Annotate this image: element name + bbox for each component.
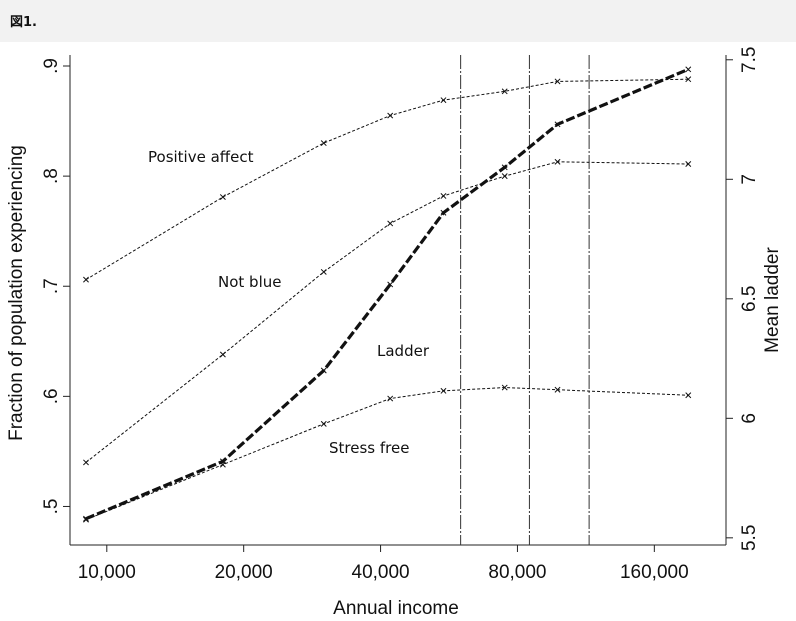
plot-frame bbox=[69, 55, 727, 546]
point-marker-stroke bbox=[554, 121, 561, 128]
data-point-stress-free bbox=[320, 420, 327, 427]
x-tick-label: 40,000 bbox=[352, 562, 410, 583]
data-point-not-blue bbox=[83, 459, 89, 466]
y-axis-right-title: Mean ladder bbox=[762, 247, 783, 353]
point-marker-stroke bbox=[685, 76, 692, 83]
figure-header: 図1. bbox=[0, 0, 796, 42]
data-point-ladder bbox=[83, 515, 89, 522]
data-point-positive-affect bbox=[83, 276, 89, 283]
data-point-ladder bbox=[685, 66, 692, 73]
point-marker-stroke bbox=[554, 78, 561, 85]
data-point-ladder bbox=[320, 367, 327, 374]
data-point-ladder bbox=[501, 164, 508, 171]
point-marker-stroke bbox=[501, 88, 508, 95]
series-label-positive-affect: Positive affect bbox=[148, 148, 254, 166]
data-point-stress-free bbox=[501, 384, 508, 391]
data-point-positive-affect bbox=[554, 78, 561, 85]
point-marker-stroke bbox=[501, 164, 508, 171]
y-right-tick-label: 6 bbox=[739, 413, 760, 424]
point-marker-stroke bbox=[83, 276, 89, 283]
chart-labels: Annual income Fraction of population exp… bbox=[6, 145, 783, 619]
data-point-stress-free bbox=[440, 387, 447, 394]
data-point-positive-affect bbox=[320, 140, 327, 147]
data-point-not-blue bbox=[501, 173, 508, 180]
y-left-tick-label: .9 bbox=[41, 58, 62, 74]
point-marker-stroke bbox=[387, 112, 394, 119]
point-marker-stroke bbox=[440, 209, 447, 216]
point-marker-stroke bbox=[320, 420, 327, 427]
point-marker-stroke bbox=[387, 281, 394, 288]
figure-title: 図1. bbox=[10, 15, 37, 30]
series-line-not-blue bbox=[85, 161, 689, 463]
point-marker-stroke bbox=[501, 173, 508, 180]
point-marker-stroke bbox=[83, 459, 89, 466]
y-left-tick-label: .6 bbox=[41, 388, 62, 404]
data-point-ladder bbox=[554, 121, 561, 128]
point-marker-stroke bbox=[501, 384, 508, 391]
point-marker-stroke bbox=[387, 395, 394, 402]
axis-ticks: 10,000 20,000 40,000 80,000 160,000 .5 .6 .7 .8.… bbox=[41, 47, 760, 583]
series-label-not-blue: Not blue bbox=[218, 273, 281, 291]
series-line-ladder bbox=[85, 67, 689, 521]
point-marker-stroke bbox=[440, 387, 447, 394]
data-point-not-blue bbox=[219, 351, 226, 358]
x-tick-label: 10,000 bbox=[78, 562, 136, 583]
y-left-tick-label: .7 bbox=[41, 278, 62, 294]
point-marker-stroke bbox=[320, 140, 327, 147]
point-marker-stroke bbox=[685, 161, 692, 167]
series-line-stress-free bbox=[85, 387, 689, 521]
y-right-tick-label: 6.5 bbox=[739, 286, 760, 312]
data-point-positive-affect bbox=[685, 76, 692, 83]
data-point-stress-free bbox=[387, 395, 394, 402]
point-marker-stroke bbox=[554, 386, 561, 393]
series-label-ladder: Ladder bbox=[377, 342, 430, 360]
data-point-not-blue bbox=[685, 161, 692, 167]
data-point-positive-affect bbox=[387, 112, 394, 119]
data-point-not-blue bbox=[387, 220, 394, 227]
reference-lines bbox=[460, 55, 590, 545]
x-axis-title: Annual income bbox=[333, 598, 459, 619]
point-marker-stroke bbox=[83, 515, 89, 522]
data-point-positive-affect bbox=[440, 97, 447, 104]
point-marker-stroke bbox=[320, 268, 327, 275]
point-marker-stroke bbox=[685, 392, 692, 399]
point-marker-stroke bbox=[387, 220, 394, 227]
y-right-tick-label: 7.5 bbox=[739, 47, 760, 73]
x-tick-label: 20,000 bbox=[215, 562, 273, 583]
point-marker-stroke bbox=[440, 192, 447, 199]
data-point-positive-affect bbox=[501, 88, 508, 95]
y-left-tick-label: .8 bbox=[41, 168, 62, 184]
point-marker-stroke bbox=[440, 97, 447, 104]
y-right-tick-label: 7 bbox=[739, 174, 760, 185]
data-point-ladder bbox=[440, 209, 447, 216]
data-point-not-blue bbox=[320, 268, 327, 275]
data-point-not-blue bbox=[554, 158, 561, 165]
x-tick-label: 80,000 bbox=[488, 562, 546, 583]
point-marker-stroke bbox=[685, 66, 692, 73]
point-marker-stroke bbox=[219, 351, 226, 358]
data-point-ladder bbox=[219, 458, 226, 465]
x-tick-label: 160,000 bbox=[620, 562, 689, 583]
series-line-positive-affect bbox=[85, 78, 689, 281]
series-label-stress-free: Stress free bbox=[329, 439, 409, 457]
data-point-ladder bbox=[387, 281, 394, 288]
point-marker-stroke bbox=[554, 158, 561, 165]
y-left-tick-label: .5 bbox=[41, 499, 62, 515]
data-point-stress-free bbox=[685, 392, 692, 399]
point-marker-stroke bbox=[219, 458, 226, 465]
data-point-positive-affect bbox=[219, 194, 226, 200]
data-point-not-blue bbox=[440, 192, 447, 199]
y-axis-left-title: Fraction of population experiencing bbox=[6, 145, 27, 441]
data-point-stress-free bbox=[554, 386, 561, 393]
point-marker-stroke bbox=[320, 367, 327, 374]
series-lines bbox=[83, 66, 692, 523]
point-marker-stroke bbox=[219, 194, 226, 200]
y-right-tick-label: 5.5 bbox=[739, 525, 760, 551]
